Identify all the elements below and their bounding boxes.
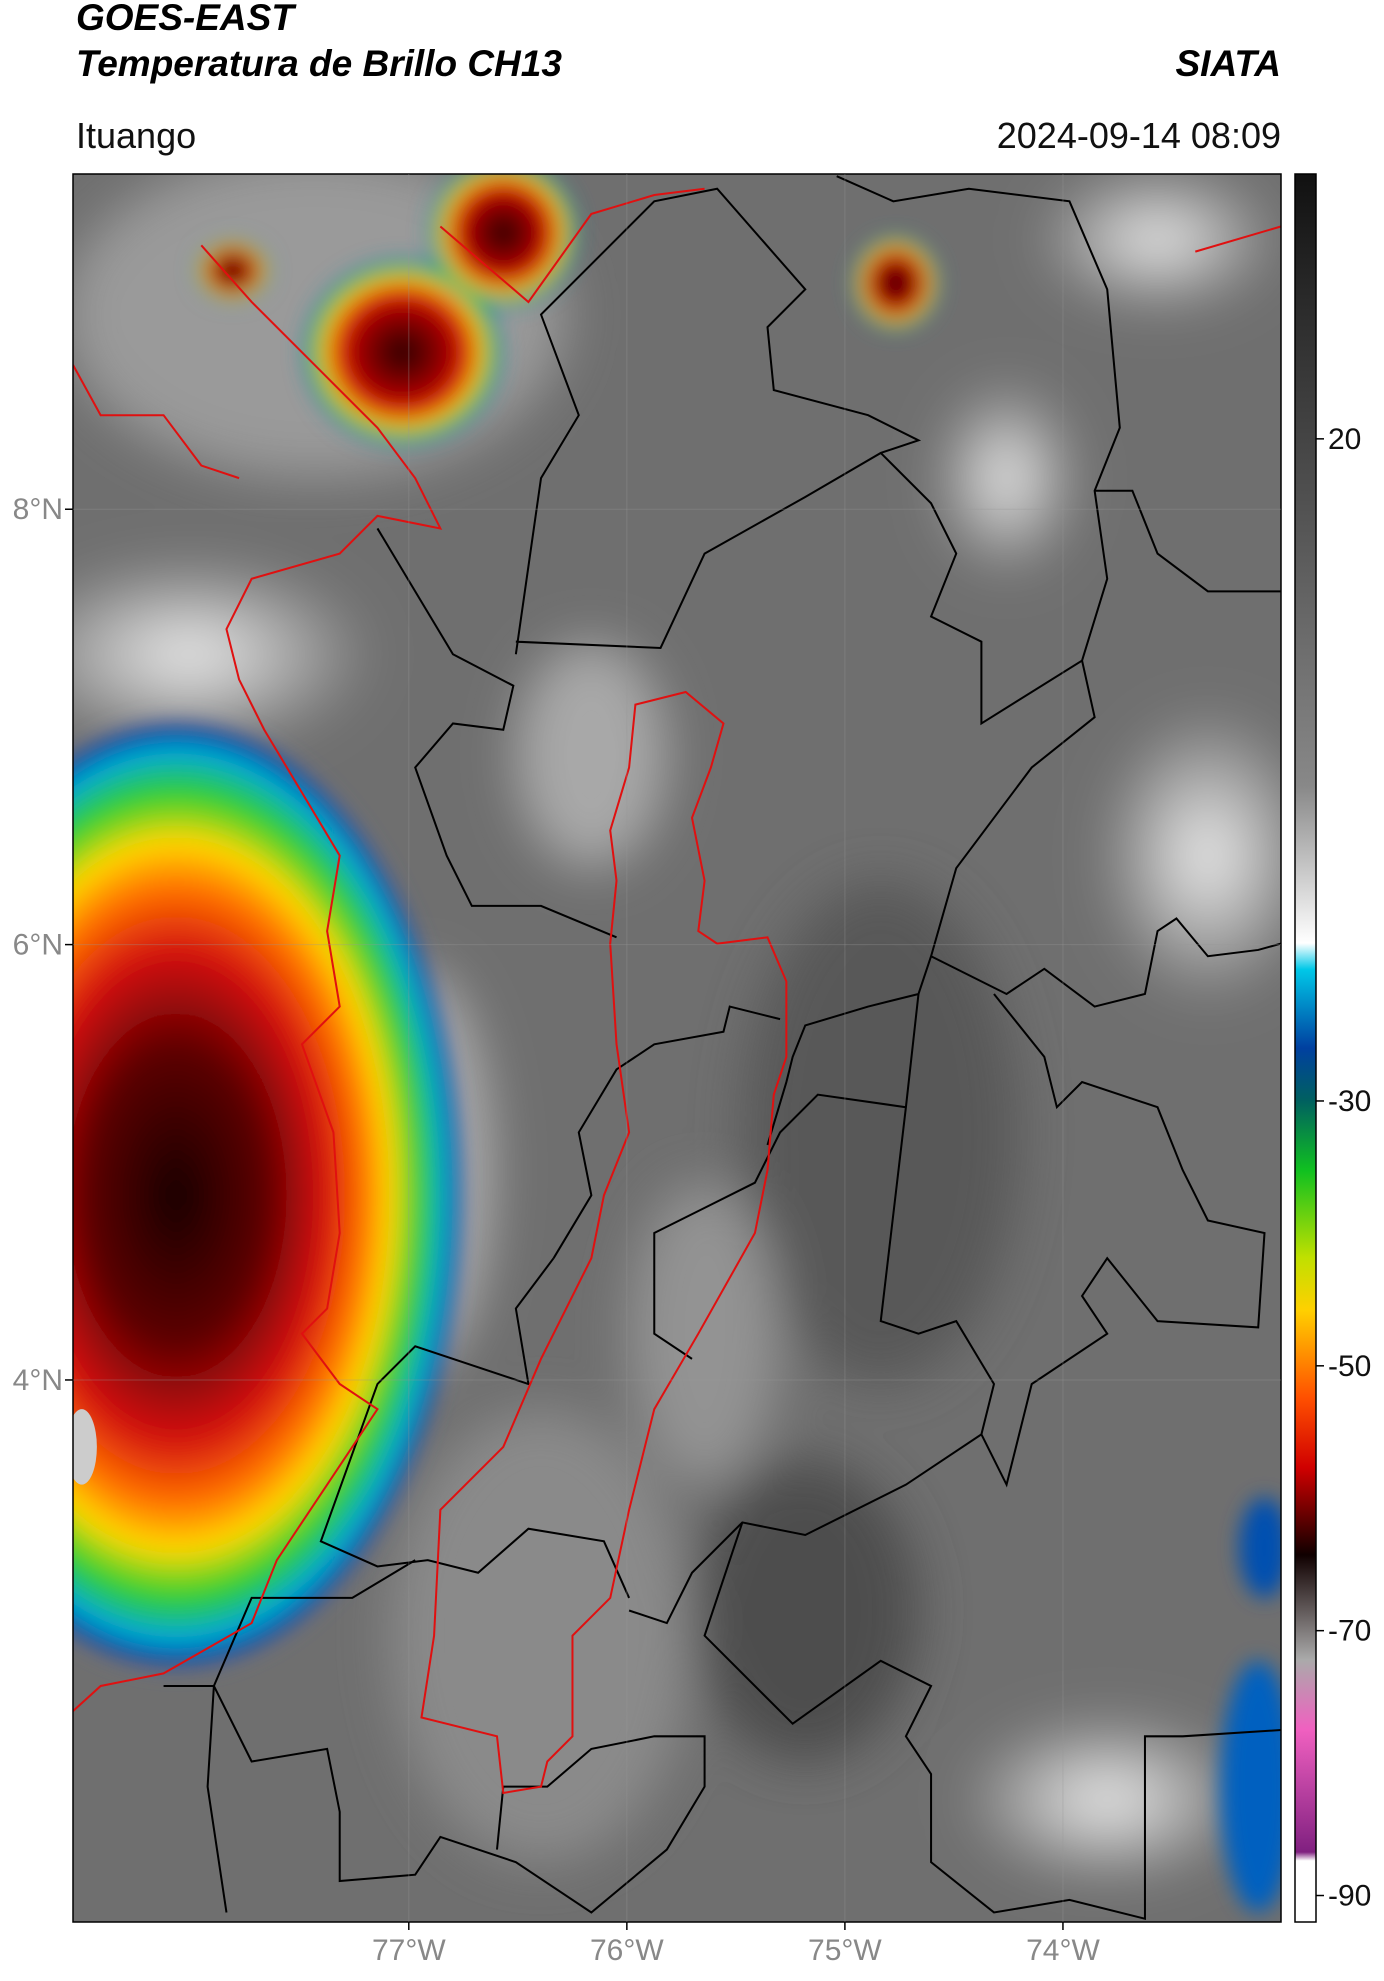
source: SIATA: [1175, 43, 1281, 84]
colorbar-tick-label: -50: [1328, 1350, 1371, 1383]
x-tick-label: 74°W: [1026, 1934, 1100, 1967]
colorbar-tick-label: 20: [1328, 423, 1361, 456]
satellite-image: [73, 174, 1281, 1922]
y-tick-label: 6°N: [13, 929, 63, 962]
colorbar-tick-label: -70: [1328, 1615, 1371, 1648]
colorbar-tick-label: -30: [1328, 1085, 1371, 1118]
x-tick-label: 76°W: [590, 1934, 664, 1967]
timestamp: 2024-09-14 08:09: [997, 115, 1281, 156]
colorbar-tick-label: -90: [1328, 1880, 1371, 1913]
title: GOES-EAST: [76, 0, 297, 38]
map-frame: [72, 173, 1282, 1923]
y-tick-label: 8°N: [13, 493, 63, 526]
region: Ituango: [76, 115, 196, 156]
colorbar: [1294, 173, 1317, 1923]
y-tick-label: 4°N: [13, 1364, 63, 1397]
x-tick-label: 77°W: [372, 1934, 446, 1967]
subtitle: Temperatura de Brillo CH13: [76, 43, 562, 84]
x-tick-label: 75°W: [808, 1934, 882, 1967]
